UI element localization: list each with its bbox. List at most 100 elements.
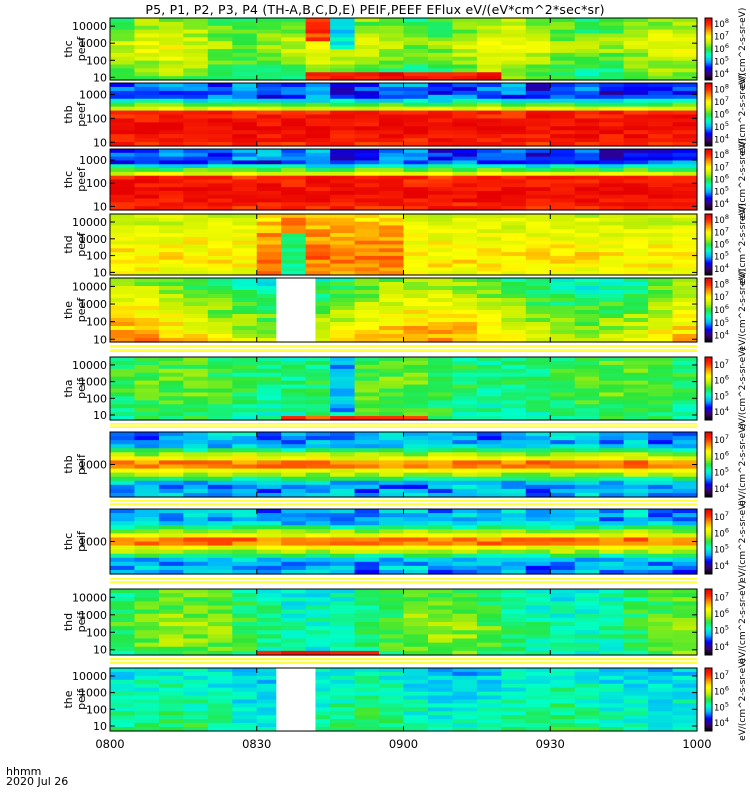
colorbar-tick-label: 106: [714, 449, 729, 462]
spectrogram-cell: [501, 565, 527, 571]
spectrogram-cell: [427, 545, 454, 551]
spectrogram-cell: [525, 719, 551, 724]
spectrogram-cell: [379, 460, 405, 466]
colorbar-segment: [705, 98, 712, 101]
spectrogram-cell: [623, 64, 649, 69]
spectrogram-cell: [623, 322, 649, 327]
spectrogram-cell: [330, 122, 356, 127]
spectrogram-cell: [672, 94, 698, 100]
spectrogram-cell: [305, 214, 331, 219]
spectrogram-cell: [232, 183, 258, 188]
spectrogram-cell: [623, 707, 649, 712]
colorbar-segment: [705, 685, 712, 688]
colorbar-tick-label: 105: [714, 466, 729, 479]
spectrogram-cell: [354, 68, 380, 73]
spectrogram-cell: [476, 480, 502, 486]
spectrogram-cell: [623, 715, 649, 720]
spectrogram-cell: [452, 240, 478, 246]
spectrogram-cell: [207, 364, 233, 370]
colorbar-segment: [705, 238, 712, 241]
spectrogram-cell: [452, 444, 478, 449]
spectrogram-cell: [207, 605, 233, 611]
spectrogram-cell: [427, 436, 454, 441]
spectrogram-cell: [452, 202, 478, 207]
spectrogram-cell: [550, 703, 576, 708]
spectrogram-cell: [501, 298, 527, 303]
spectrogram-cell: [648, 282, 674, 287]
spectrogram-cell: [305, 565, 331, 571]
spectrogram-cell: [110, 707, 136, 712]
colorbar-segment: [705, 119, 712, 122]
spectrogram-cell: [648, 142, 674, 147]
spectrogram-cell: [379, 306, 405, 311]
spectrogram-cell: [354, 225, 380, 230]
spectrogram-cell: [281, 408, 307, 413]
spectrogram-cell: [305, 384, 331, 390]
spectrogram-cell: [183, 202, 209, 207]
spectrogram-cell: [476, 642, 502, 648]
spectrogram-cell: [501, 302, 527, 307]
spectrogram-cell: [550, 248, 576, 253]
colorbar-segment: [705, 493, 712, 496]
spectrogram-cell: [452, 138, 478, 143]
spectrogram-cell: [476, 60, 502, 66]
spectrogram-cell: [574, 278, 600, 283]
spectrogram-cell: [550, 282, 576, 287]
spectrogram-cell: [110, 440, 136, 445]
colorbar-segment: [705, 648, 712, 651]
spectrogram-cell: [232, 626, 258, 631]
spectrogram-cell: [672, 723, 698, 728]
spectrogram-cell: [501, 408, 527, 413]
spectrogram-cell: [476, 310, 502, 315]
spectrogram-cell: [403, 707, 429, 712]
spectrogram-cell: [623, 290, 649, 295]
colorbar-segment: [705, 361, 712, 364]
spectrogram-cell: [648, 156, 674, 162]
spectrogram-cell: [379, 711, 405, 716]
x-tick-label: 0900: [389, 737, 418, 751]
spectrogram-cell: [648, 236, 674, 242]
spectrogram-cell: [672, 549, 698, 555]
spectrogram-cell: [183, 314, 209, 319]
spectrogram-cell: [672, 671, 698, 677]
spectrogram-cell: [452, 187, 478, 192]
spectrogram-cell: [183, 642, 209, 648]
spectrogram-cell: [183, 687, 209, 693]
spectrogram-cell: [550, 130, 576, 135]
spectrogram-cell: [476, 134, 502, 139]
spectrogram-cell: [648, 306, 674, 311]
spectrogram-cell: [648, 179, 674, 184]
spectrogram-cell: [452, 642, 478, 648]
spectrogram-cell: [110, 229, 136, 234]
spectrogram-cell: [256, 56, 282, 62]
spectrogram-cell: [256, 392, 282, 397]
spectrogram-cell: [672, 64, 698, 69]
spectrogram-cell: [476, 719, 502, 724]
spectrogram-cell: [427, 509, 454, 514]
spectrogram-cell: [427, 517, 454, 522]
colorbar-segment: [705, 607, 712, 610]
spectrogram-cell: [354, 638, 380, 644]
spectrogram-cell: [379, 545, 405, 551]
spectrogram-cell: [256, 68, 282, 73]
spectrogram-cell: [623, 492, 649, 498]
colorbar-segment: [705, 615, 712, 618]
spectrogram-cell: [525, 152, 551, 158]
spectrogram-cell: [476, 86, 502, 92]
spectrogram-cell: [550, 517, 576, 522]
spectrogram-cell: [158, 460, 184, 466]
spectrogram-cell: [427, 529, 454, 534]
spectrogram-cell: [232, 56, 258, 62]
spectrogram-cell: [110, 687, 136, 693]
spectrogram-cell: [379, 432, 405, 437]
spectrogram-cell: [281, 86, 307, 92]
spectrogram-cell: [648, 638, 674, 644]
spectrogram-cell: [158, 214, 184, 219]
spectrogram-cell: [574, 25, 600, 31]
spectrogram-cell: [476, 21, 502, 27]
spectrogram-cell: [403, 613, 429, 619]
spectrogram-cell: [256, 156, 282, 162]
spectrogram-cell: [525, 404, 551, 409]
spectrogram-cell: [379, 126, 405, 131]
